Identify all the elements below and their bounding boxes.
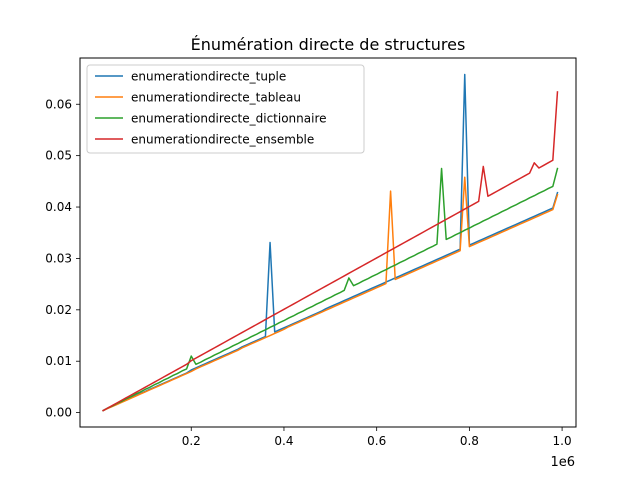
legend-label-enumerationdirecte_tuple: enumerationdirecte_tuple [131, 70, 286, 84]
legend-label-enumerationdirecte_dictionnaire: enumerationdirecte_dictionnaire [131, 112, 327, 126]
axes [79, 57, 577, 428]
y-tick-label: 0.00 [45, 406, 72, 420]
legend-label-enumerationdirecte_tableau: enumerationdirecte_tableau [131, 91, 301, 105]
y-tick-label: 0.02 [45, 303, 72, 317]
x-tick-label: 0.4 [274, 434, 293, 448]
chart-title: Énumération directe de structures [191, 35, 466, 54]
y-tick-label: 0.05 [45, 149, 72, 163]
legend: enumerationdirecte_tuple enumerationdirec… [86, 64, 365, 154]
x-tick-label: 1.0 [553, 434, 572, 448]
x-tick-label: 0.6 [367, 434, 386, 448]
y-tick-label: 0.01 [45, 354, 72, 368]
x-tick-label: 0.2 [182, 434, 201, 448]
x-axis-offset-label: 1e6 [550, 455, 575, 470]
series-line-enumerationdirecte_ensemble [102, 91, 559, 412]
legend-label-enumerationdirecte_ensemble: enumerationdirecte_ensemble [131, 133, 314, 147]
series-lines [102, 73, 559, 412]
series-line-enumerationdirecte_tableau [102, 176, 559, 412]
x-axis-ticks: 0.2 0.4 0.6 0.8 1.0 [182, 427, 572, 448]
y-axis-ticks: 0.00 0.01 0.02 0.03 0.04 0.05 0.06 [45, 97, 80, 420]
x-tick-label: 0.8 [460, 434, 479, 448]
y-tick-label: 0.03 [45, 251, 72, 265]
series-line-enumerationdirecte_dictionnaire [102, 167, 559, 412]
y-tick-label: 0.04 [45, 200, 72, 214]
axes-frame [79, 57, 577, 428]
legend-box [86, 64, 365, 154]
y-tick-label: 0.06 [45, 97, 72, 111]
